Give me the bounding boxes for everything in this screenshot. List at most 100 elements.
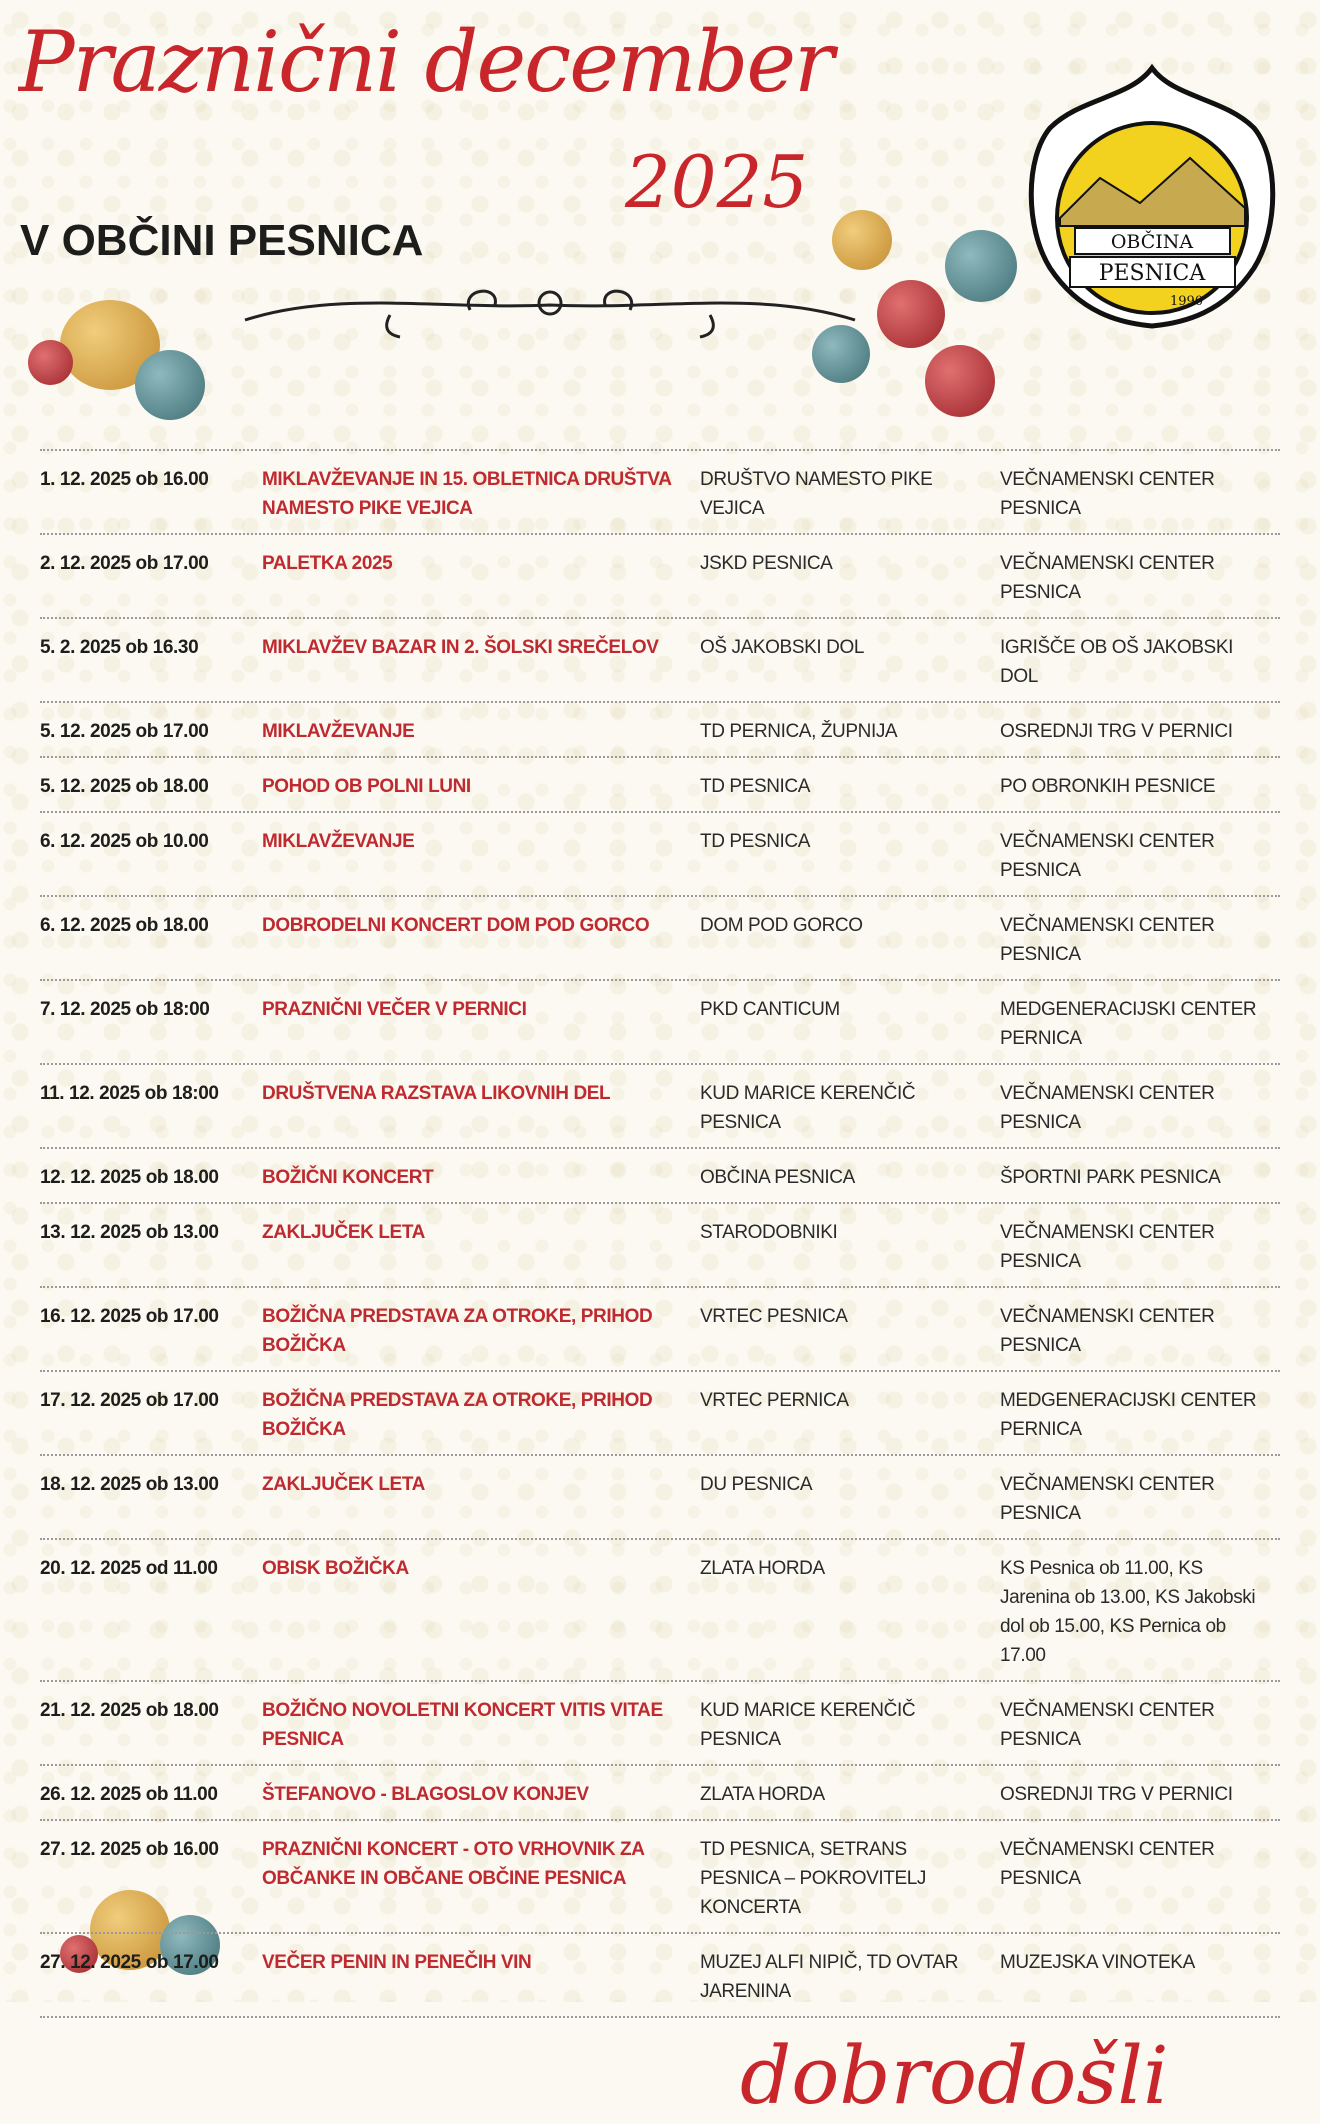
event-date-cell: 2. 12. 2025 ob 17.00 [40, 549, 262, 607]
event-organizer: TD PESNICA [700, 831, 811, 852]
event-location-cell: VEČNAMENSKI CENTER PESNICA [1000, 1079, 1280, 1137]
background-pattern [0, 0, 1320, 2002]
event-title: BOŽIČNA PREDSTAVA ZA OTROKE, PRIHOD BOŽI… [262, 1390, 653, 1440]
ornament-ball-icon [90, 1890, 170, 1970]
event-row: 7. 12. 2025 ob 18:00 PRAZNIČNI VEČER V PE… [40, 981, 1280, 1065]
event-title: PALETKA 2025 [262, 553, 393, 574]
event-date-cell: 16. 12. 2025 ob 17.00 [40, 1302, 262, 1360]
event-location: MEDGENERACIJSKI CENTER PERNICA [1000, 1390, 1257, 1440]
event-date: 27. 12. 2025 ob 16.00 [40, 1839, 219, 1860]
event-title-cell: BOŽIČNI KONCERT [262, 1163, 700, 1192]
ornament-ball-icon [135, 350, 205, 420]
event-date: 17. 12. 2025 ob 17.00 [40, 1390, 219, 1411]
event-title-cell: ZAKLJUČEK LETA [262, 1218, 700, 1276]
event-title-cell: PALETKA 2025 [262, 549, 700, 607]
poster-year: 2025 [625, 140, 809, 224]
event-date-cell: 1. 12. 2025 ob 16.00 [40, 465, 262, 523]
event-date: 6. 12. 2025 ob 18.00 [40, 915, 209, 936]
event-organizer: DRUŠTVO NAMESTO PIKE VEJICA [700, 469, 933, 519]
event-title-cell: MIKLAVŽEVANJE IN 15. OBLETNICA DRUŠTVA N… [262, 465, 700, 523]
event-location: VEČNAMENSKI CENTER PESNICA [1000, 915, 1215, 965]
event-title-cell: BOŽIČNO NOVOLETNI KONCERT VITIS VITAE PE… [262, 1696, 700, 1754]
svg-text:PESNICA: PESNICA [1099, 261, 1207, 286]
event-title-cell: MIKLAVŽEV BAZAR IN 2. ŠOLSKI SREČELOV [262, 633, 700, 691]
event-title-cell: PRAZNIČNI VEČER V PERNICI [262, 995, 700, 1053]
event-organizer-cell: DU PESNICA [700, 1470, 1000, 1528]
event-title: ŠTEFANOVO - BLAGOSLOV KONJEV [262, 1784, 589, 1805]
event-title-cell: DOBRODELNI KONCERT DOM POD GORCO [262, 911, 700, 969]
event-date-cell: 13. 12. 2025 ob 13.00 [40, 1218, 262, 1276]
event-row: 6. 12. 2025 ob 10.00 MIKLAVŽEVANJE TD PESN… [40, 813, 1280, 897]
event-row: 13. 12. 2025 ob 13.00 ZAKLJUČEK LETA STARO… [40, 1204, 1280, 1288]
event-date-cell: 6. 12. 2025 ob 18.00 [40, 911, 262, 969]
event-title: PRAZNIČNI KONCERT - OTO VRHOVNIK ZA OBČA… [262, 1839, 644, 1889]
event-organizer: TD PESNICA, SETRANS PESNICA – POKROVITEL… [700, 1839, 927, 1918]
event-organizer: KUD MARICE KERENČIČ PESNICA [700, 1083, 916, 1133]
event-organizer-cell: TD PERNICA, ŽUPNIJA [700, 717, 1000, 746]
event-title: ZAKLJUČEK LETA [262, 1474, 425, 1495]
event-location-cell: VEČNAMENSKI CENTER PESNICA [1000, 1302, 1280, 1360]
event-date: 5. 12. 2025 ob 18.00 [40, 776, 209, 797]
event-title: ZAKLJUČEK LETA [262, 1222, 425, 1243]
events-table: 1. 12. 2025 ob 16.00 MIKLAVŽEVANJE IN 15.… [40, 449, 1280, 2018]
event-title-cell: MIKLAVŽEVANJE [262, 717, 700, 746]
event-title-cell: BOŽIČNA PREDSTAVA ZA OTROKE, PRIHOD BOŽI… [262, 1302, 700, 1360]
event-location: OSREDNJI TRG V PERNICI [1000, 721, 1233, 742]
event-title: BOŽIČNI KONCERT [262, 1167, 434, 1188]
event-location: MEDGENERACIJSKI CENTER PERNICA [1000, 999, 1257, 1049]
event-row: 12. 12. 2025 ob 18.00 BOŽIČNI KONCERT OBČI… [40, 1149, 1280, 1204]
event-title: DRUŠTVENA RAZSTAVA LIKOVNIH DEL [262, 1083, 611, 1104]
event-title-cell: DRUŠTVENA RAZSTAVA LIKOVNIH DEL [262, 1079, 700, 1137]
event-row: 27. 12. 2025 ob 17.00 VEČER PENIN IN PENE… [40, 1934, 1280, 2018]
event-title-cell: PRAZNIČNI KONCERT - OTO VRHOVNIK ZA OBČA… [262, 1835, 700, 1922]
svg-text:1990: 1990 [1170, 294, 1203, 309]
event-date-cell: 21. 12. 2025 ob 18.00 [40, 1696, 262, 1754]
event-date-cell: 12. 12. 2025 ob 18.00 [40, 1163, 262, 1192]
ornament-ball-icon [877, 280, 945, 348]
event-location: VEČNAMENSKI CENTER PESNICA [1000, 1083, 1215, 1133]
event-location-cell: VEČNAMENSKI CENTER PESNICA [1000, 549, 1280, 607]
ornament-ball-icon [945, 230, 1017, 302]
event-organizer: OŠ JAKOBSKI DOL [700, 637, 864, 658]
event-organizer-cell: VRTEC PESNICA [700, 1302, 1000, 1360]
poster-subtitle: V OBČINI PESNICA [20, 216, 424, 265]
event-location-cell: PO OBRONKIH PESNICE [1000, 772, 1280, 801]
event-title: OBISK BOŽIČKA [262, 1558, 409, 1579]
event-location: KS Pesnica ob 11.00, KS Jarenina ob 13.0… [1000, 1558, 1256, 1666]
event-row: 16. 12. 2025 ob 17.00 BOŽIČNA PREDSTAVA Z… [40, 1288, 1280, 1372]
event-date: 26. 12. 2025 ob 11.00 [40, 1784, 218, 1805]
event-location: IGRIŠČE OB OŠ JAKOBSKI DOL [1000, 637, 1233, 687]
event-organizer: DU PESNICA [700, 1474, 813, 1495]
event-organizer: VRTEC PERNICA [700, 1390, 849, 1411]
event-location-cell: VEČNAMENSKI CENTER PESNICA [1000, 827, 1280, 885]
event-row: 21. 12. 2025 ob 18.00 BOŽIČNO NOVOLETNI K… [40, 1682, 1280, 1766]
event-date: 5. 12. 2025 ob 17.00 [40, 721, 209, 742]
event-row: 27. 12. 2025 ob 16.00 PRAZNIČNI KONCERT -… [40, 1821, 1280, 1934]
event-date: 7. 12. 2025 ob 18:00 [40, 999, 210, 1020]
event-row: 5. 12. 2025 ob 18.00 POHOD OB POLNI LUNI T… [40, 758, 1280, 813]
event-date: 2. 12. 2025 ob 17.00 [40, 553, 209, 574]
event-row: 18. 12. 2025 ob 13.00 ZAKLJUČEK LETA DU PE… [40, 1456, 1280, 1540]
event-location: VEČNAMENSKI CENTER PESNICA [1000, 469, 1215, 519]
event-title: VEČER PENIN IN PENEČIH VIN [262, 1952, 532, 1973]
event-title: MIKLAVŽEVANJE [262, 831, 415, 852]
event-organizer-cell: DOM POD GORCO [700, 911, 1000, 969]
event-location-cell: ŠPORTNI PARK PESNICA [1000, 1163, 1280, 1192]
municipality-logo: OBČINA PESNICA 1990 [1028, 63, 1276, 329]
event-location-cell: VEČNAMENSKI CENTER PESNICA [1000, 1835, 1280, 1922]
event-location: VEČNAMENSKI CENTER PESNICA [1000, 553, 1215, 603]
event-title-cell: VEČER PENIN IN PENEČIH VIN [262, 1948, 700, 2006]
event-location-cell: OSREDNJI TRG V PERNICI [1000, 1780, 1280, 1809]
event-location-cell: VEČNAMENSKI CENTER PESNICA [1000, 465, 1280, 523]
event-row: 1. 12. 2025 ob 16.00 MIKLAVŽEVANJE IN 15.… [40, 449, 1280, 535]
event-date: 18. 12. 2025 ob 13.00 [40, 1474, 219, 1495]
welcome-text: dobrodošli [740, 2029, 1169, 2122]
event-row: 26. 12. 2025 ob 11.00 ŠTEFANOVO - BLAGOSL… [40, 1766, 1280, 1821]
event-date-cell: 5. 2. 2025 ob 16.30 [40, 633, 262, 691]
event-organizer: PKD CANTICUM [700, 999, 840, 1020]
event-date: 16. 12. 2025 ob 17.00 [40, 1306, 219, 1327]
event-location: ŠPORTNI PARK PESNICA [1000, 1167, 1221, 1188]
event-title-cell: POHOD OB POLNI LUNI [262, 772, 700, 801]
event-date: 21. 12. 2025 ob 18.00 [40, 1700, 219, 1721]
event-date-cell: 6. 12. 2025 ob 10.00 [40, 827, 262, 885]
